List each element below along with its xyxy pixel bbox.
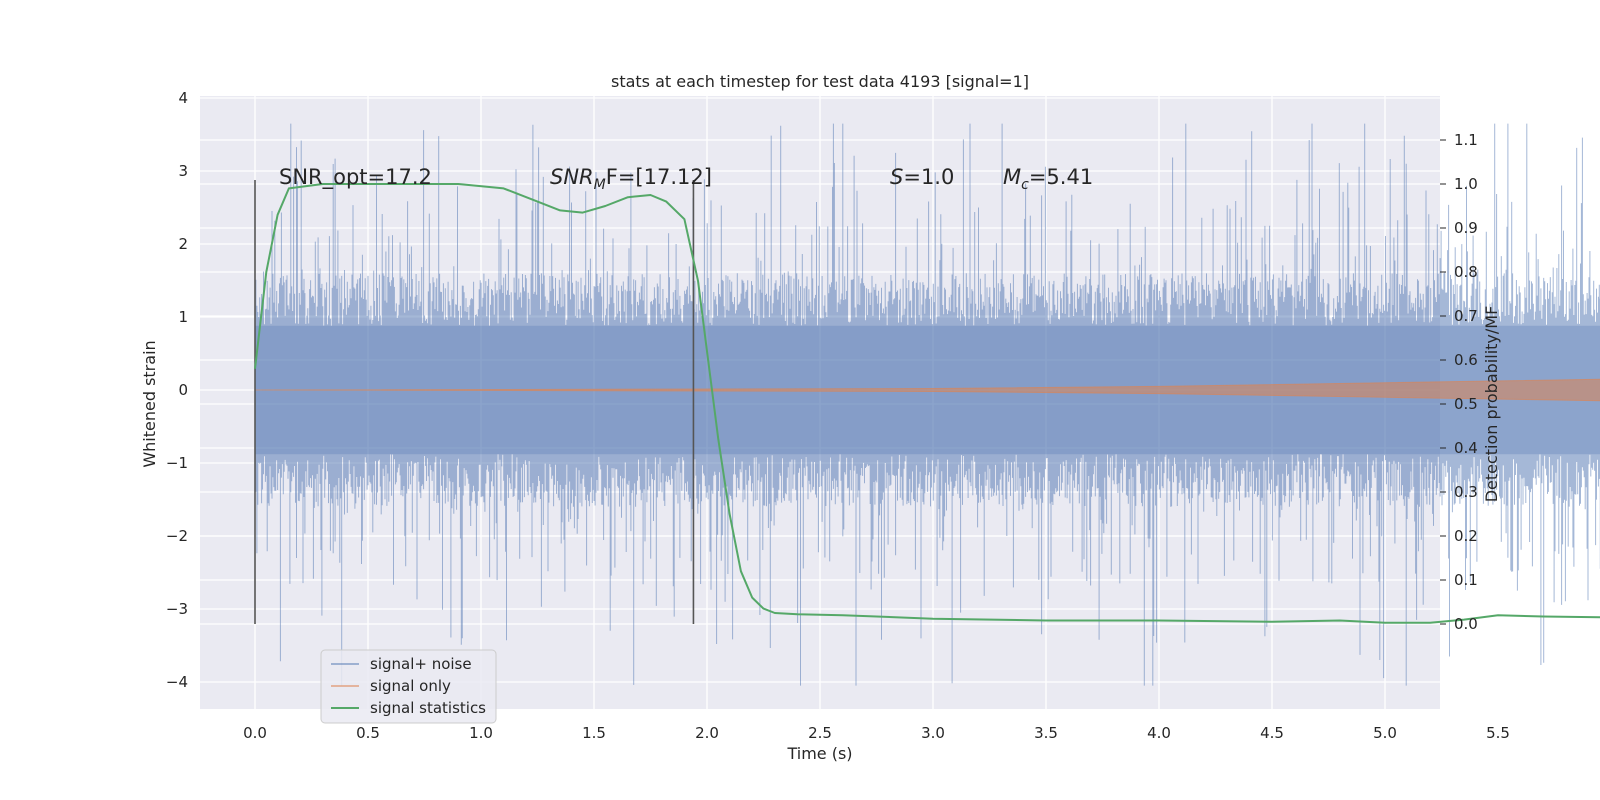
mc-value: =5.41 [1029, 165, 1093, 189]
y-tick-label: −2 [166, 527, 188, 545]
snr-mf-subscript: M [594, 177, 606, 193]
y-tick-label: −4 [166, 673, 188, 691]
y2-tick-label: 0.0 [1454, 615, 1478, 633]
y2-tick-label: 0.8 [1454, 263, 1478, 281]
s-symbol: S [890, 165, 903, 189]
legend: signal+ noise signal only signal statist… [320, 649, 497, 724]
legend-box [320, 649, 497, 724]
x-tick-label: 1.0 [469, 724, 493, 742]
legend-label-signal-only: signal only [370, 677, 451, 695]
y2-tick-label: 0.6 [1454, 351, 1478, 369]
statistics-series [254, 183, 1600, 624]
x-tick-label: 2.0 [695, 724, 719, 742]
mc-symbol: M [1003, 165, 1021, 189]
annotation-s: S=1.0 [890, 165, 954, 189]
x-tick-label: 2.5 [808, 724, 832, 742]
y2-tick-label: 0.9 [1454, 219, 1478, 237]
x-tick-label: 5.5 [1486, 724, 1510, 742]
x-tick-label: 4.0 [1147, 724, 1171, 742]
y2-tick-label: 0.2 [1454, 527, 1478, 545]
y2-tick-label: 0.1 [1454, 571, 1478, 589]
annotation-snr-opt: SNR_opt=17.2 [279, 165, 432, 190]
signal-statistics-line [254, 183, 1600, 624]
snr-mf-symbol: SNR [550, 165, 594, 189]
y-tick-label: 0 [178, 381, 188, 399]
y2-tick-labels: 0.0 0.1 0.2 0.3 0.4 0.5 0.6 0.7 0.8 0.9 1.0 1.1 [1440, 131, 1478, 633]
y-tick-label: −3 [166, 600, 188, 618]
x-tick-label: 4.5 [1260, 724, 1284, 742]
y-tick-labels: −4 −3 −2 −1 0 1 2 3 4 [166, 89, 188, 691]
legend-label-signal-noise: signal+ noise [370, 655, 472, 673]
y2-tick-label: 0.4 [1454, 439, 1478, 457]
y-tick-label: 3 [178, 162, 188, 180]
y-tick-label: 4 [178, 89, 188, 107]
x-tick-label: 0.5 [356, 724, 380, 742]
y2-axis-label: Detection probability/MF [1482, 306, 1501, 503]
y-tick-label: 2 [178, 235, 188, 253]
y2-tick-label: 1.0 [1454, 175, 1478, 193]
y2-tick-label: 0.7 [1454, 307, 1478, 325]
signal-only-line [254, 378, 1600, 402]
signal-series [254, 378, 1600, 402]
legend-label-signal-statistics: signal statistics [370, 699, 486, 717]
vertical-markers [254, 180, 695, 624]
x-tick-label: 3.5 [1034, 724, 1058, 742]
y2-tick-label: 0.5 [1454, 395, 1478, 413]
mc-subscript: c [1021, 177, 1029, 193]
snr-mf-value: F=[17.12] [606, 165, 712, 189]
x-tick-labels: 0.00.51.01.52.02.53.03.54.04.55.05.56.06… [243, 724, 1600, 742]
x-tick-label: 3.0 [921, 724, 945, 742]
annotation-mc: Mc=5.41 [1003, 165, 1093, 193]
x-tick-label: 1.5 [582, 724, 606, 742]
chart-title: stats at each timestep for test data 419… [611, 72, 1029, 91]
x-tick-label: 0.0 [243, 724, 267, 742]
y2-tick-label: 1.1 [1454, 131, 1478, 149]
x-tick-label: 5.0 [1373, 724, 1397, 742]
y-tick-label: −1 [166, 454, 188, 472]
s-value: =1.0 [903, 165, 954, 189]
x-axis-label: Time (s) [786, 744, 852, 763]
y2-tick-label: 0.3 [1454, 483, 1478, 501]
y-axis-label: Whitened strain [140, 340, 159, 467]
y-tick-label: 1 [178, 308, 188, 326]
annotation-snr-mf: SNRMF=[17.12] [550, 165, 712, 193]
